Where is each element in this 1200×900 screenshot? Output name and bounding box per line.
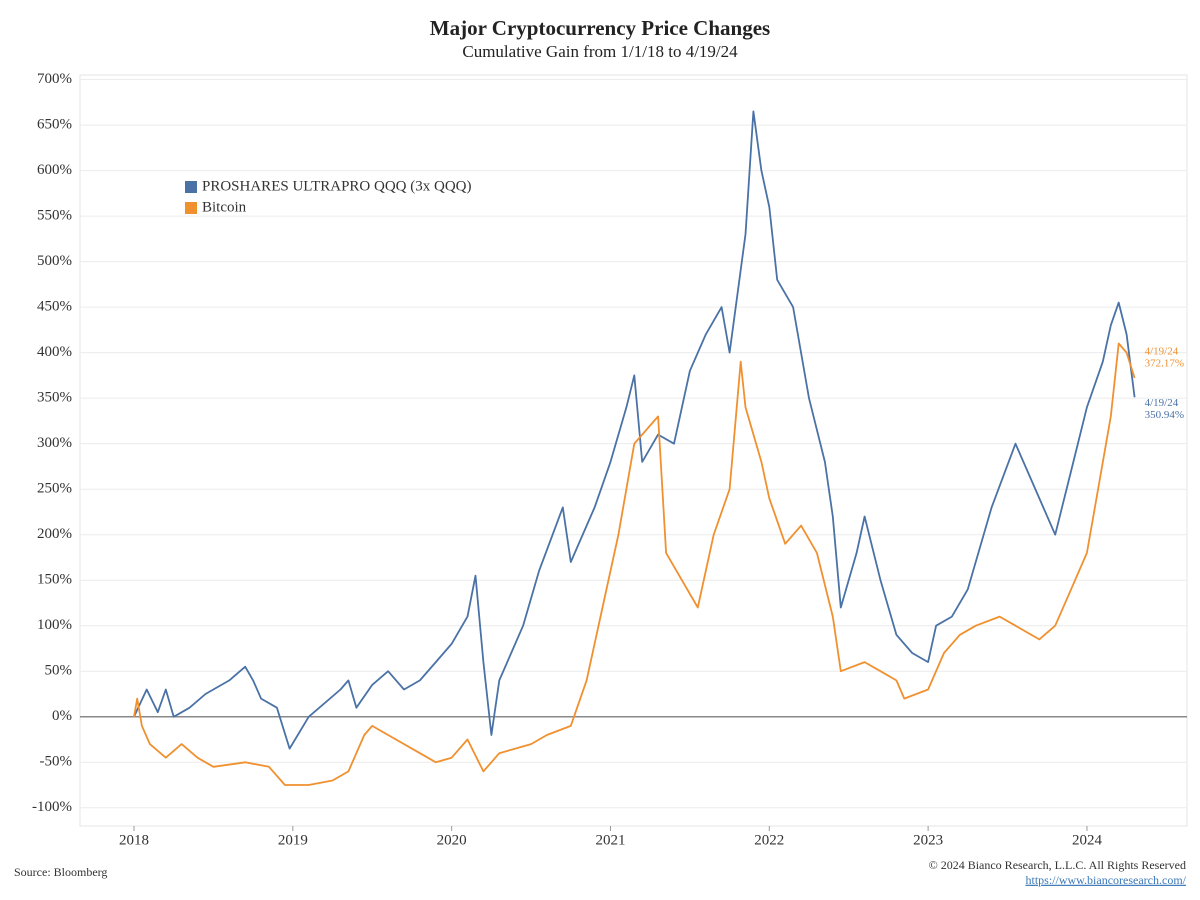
y-tick-label: -100% (32, 799, 72, 815)
y-tick-label: 150% (37, 572, 72, 588)
end-label: 350.94% (1145, 409, 1184, 421)
y-tick-label: 0% (52, 708, 72, 724)
x-tick-label: 2019 (278, 832, 308, 848)
y-tick-label: 300% (37, 435, 72, 451)
y-tick-label: 450% (37, 299, 72, 315)
series-line (133, 342, 1136, 786)
x-tick-label: 2021 (595, 832, 625, 848)
end-label: 4/19/24 (1145, 346, 1179, 358)
chart-title: Major Cryptocurrency Price Changes (430, 16, 770, 40)
x-tick-label: 2023 (913, 832, 943, 848)
x-tick-label: 2020 (437, 832, 467, 848)
end-label: 372.17% (1145, 358, 1184, 370)
legend-swatch (185, 202, 197, 214)
legend-label: Bitcoin (202, 199, 247, 215)
y-tick-label: 250% (37, 481, 72, 497)
copyright: © 2024 Bianco Research, L.L.C. All Right… (929, 858, 1186, 872)
y-tick-label: 400% (37, 344, 72, 360)
series-line (133, 110, 1136, 750)
chart-subtitle: Cumulative Gain from 1/1/18 to 4/19/24 (462, 42, 738, 61)
y-tick-label: 350% (37, 390, 72, 406)
x-tick-label: 2022 (754, 832, 784, 848)
source-url[interactable]: https://www.biancoresearch.com/ (1025, 873, 1186, 887)
y-tick-label: 700% (37, 71, 72, 87)
y-tick-label: 500% (37, 253, 72, 269)
source: Source: Bloomberg (14, 865, 107, 879)
y-tick-label: 50% (45, 663, 73, 679)
x-tick-label: 2018 (119, 832, 149, 848)
y-tick-label: 100% (37, 617, 72, 633)
y-tick-label: 550% (37, 208, 72, 224)
y-tick-label: 200% (37, 526, 72, 542)
legend-label: PROSHARES ULTRAPRO QQQ (3x QQQ) (202, 178, 471, 194)
legend-swatch (185, 181, 197, 193)
y-tick-label: 600% (37, 162, 72, 178)
x-tick-label: 2024 (1072, 832, 1103, 848)
plot-frame (79, 74, 1188, 827)
end-label: 4/19/24 (1145, 397, 1179, 409)
y-tick-label: 650% (37, 117, 72, 133)
y-tick-label: -50% (40, 754, 73, 770)
